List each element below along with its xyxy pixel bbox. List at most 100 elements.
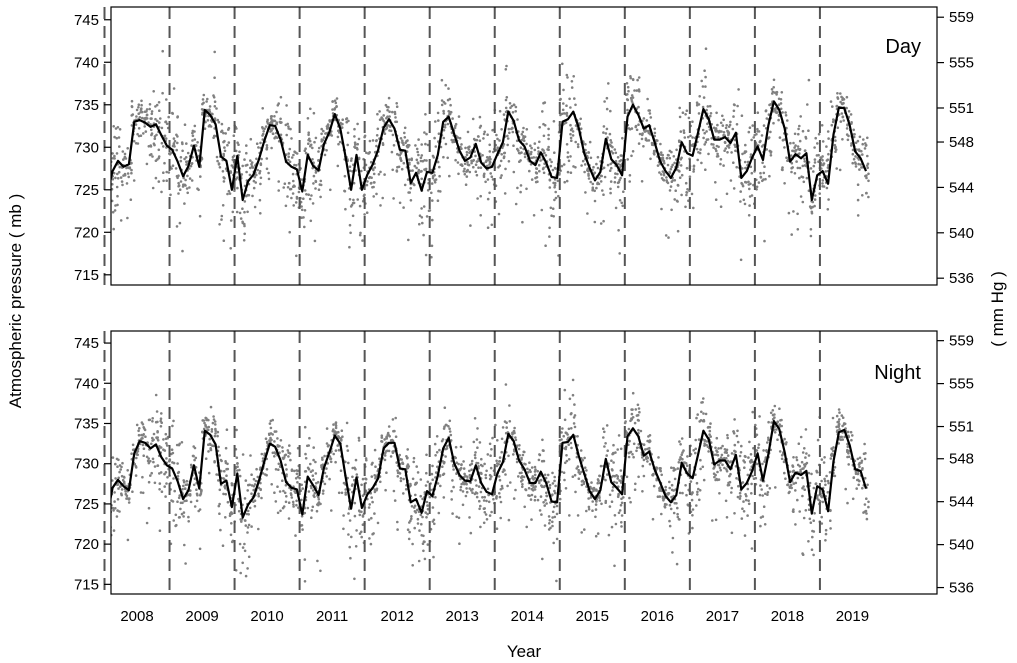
data-point <box>397 165 401 169</box>
data-point <box>436 465 439 469</box>
data-point <box>641 490 644 493</box>
data-point <box>408 191 412 194</box>
data-point <box>418 214 422 217</box>
data-point <box>744 150 748 153</box>
data-point <box>637 123 640 126</box>
data-point <box>813 161 817 164</box>
data-point <box>295 503 298 507</box>
data-point <box>562 163 566 166</box>
data-point <box>220 214 224 218</box>
data-point <box>565 143 569 146</box>
data-point <box>850 121 853 124</box>
data-point <box>198 493 202 497</box>
data-point <box>805 461 809 465</box>
data-point <box>498 492 501 495</box>
data-point <box>403 126 407 130</box>
data-point <box>815 496 819 499</box>
data-point <box>150 128 153 132</box>
data-point <box>514 202 518 206</box>
data-point <box>388 125 392 128</box>
data-point <box>507 454 510 458</box>
data-point <box>668 156 672 160</box>
data-point <box>365 211 369 214</box>
data-point <box>411 564 415 567</box>
data-point <box>771 409 775 412</box>
data-point <box>130 161 133 165</box>
data-point <box>265 468 269 471</box>
data-point <box>470 468 473 472</box>
data-point <box>118 165 122 169</box>
data-point <box>422 549 425 553</box>
data-point <box>694 451 697 455</box>
data-point <box>491 178 495 181</box>
data-point <box>592 165 595 169</box>
data-point <box>190 466 193 469</box>
data-point <box>259 176 263 180</box>
data-point <box>551 482 555 485</box>
data-point <box>194 144 198 147</box>
data-point <box>548 483 552 487</box>
data-point <box>161 49 164 53</box>
data-point <box>826 158 830 161</box>
data-point <box>789 483 793 487</box>
data-point <box>813 204 816 208</box>
data-point <box>442 128 446 132</box>
data-point <box>227 141 231 144</box>
data-point <box>709 114 712 118</box>
data-point <box>841 138 844 141</box>
data-point <box>157 180 161 183</box>
data-point <box>374 465 377 469</box>
data-point <box>396 469 399 472</box>
data-point <box>707 152 710 156</box>
data-point <box>698 489 702 492</box>
data-point <box>389 455 393 458</box>
data-point <box>521 485 524 489</box>
data-point <box>183 202 186 205</box>
data-point <box>613 480 616 484</box>
data-point <box>412 456 416 460</box>
data-point <box>216 430 220 434</box>
data-point <box>141 475 144 479</box>
data-point <box>732 430 735 433</box>
data-point <box>147 457 150 460</box>
data-point <box>560 164 564 168</box>
data-point <box>729 472 732 476</box>
data-point <box>255 157 258 161</box>
data-point <box>663 161 666 165</box>
data-point <box>445 447 449 450</box>
data-point <box>456 161 460 164</box>
data-point <box>243 222 246 226</box>
data-point <box>648 112 652 115</box>
data-point <box>717 145 720 149</box>
data-point <box>662 178 665 182</box>
data-point <box>696 158 699 162</box>
data-point <box>553 198 556 202</box>
data-point <box>468 487 472 490</box>
data-point <box>773 404 777 408</box>
data-point <box>212 418 216 421</box>
data-point <box>685 493 688 497</box>
data-point <box>706 426 710 429</box>
data-point <box>417 168 421 172</box>
left-tick-label: 730 <box>74 139 99 156</box>
data-point <box>468 469 471 473</box>
data-point <box>170 499 173 502</box>
data-point <box>680 193 683 197</box>
data-point <box>433 181 437 184</box>
data-point <box>526 467 529 471</box>
data-point <box>557 194 560 198</box>
data-point <box>604 442 607 445</box>
data-point <box>354 545 358 548</box>
data-point <box>220 218 223 221</box>
data-point <box>161 91 164 95</box>
data-point <box>157 148 161 152</box>
data-point <box>763 523 767 526</box>
data-point <box>810 548 814 551</box>
data-point <box>371 500 374 504</box>
data-point <box>312 446 316 449</box>
data-point <box>348 245 351 249</box>
data-point <box>434 120 437 123</box>
data-point <box>808 481 812 485</box>
data-point <box>587 177 591 180</box>
data-point <box>670 488 674 492</box>
